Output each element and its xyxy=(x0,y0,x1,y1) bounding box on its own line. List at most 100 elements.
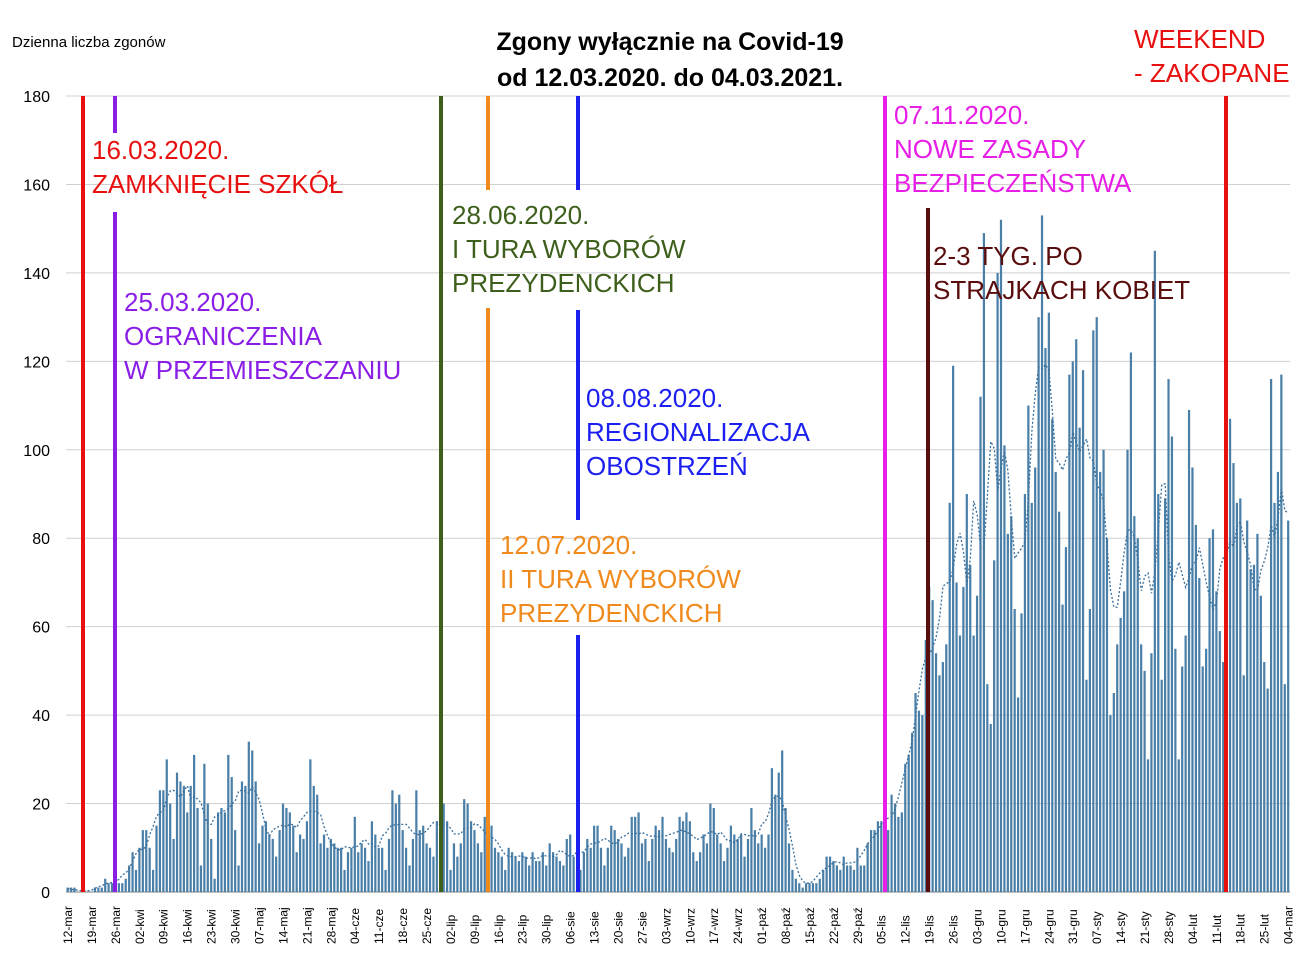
bar xyxy=(548,843,551,892)
x-tick-label: 24-gru xyxy=(1042,909,1056,944)
bar xyxy=(1085,679,1088,892)
x-tick-label: 05-lis xyxy=(875,915,889,944)
bar xyxy=(134,869,138,892)
bar xyxy=(261,825,264,892)
bar xyxy=(893,803,897,892)
bar xyxy=(1030,502,1033,892)
x-tick-label: 08-paź xyxy=(779,907,793,944)
bar xyxy=(1027,405,1030,892)
bar xyxy=(131,852,134,892)
bar xyxy=(1174,648,1177,892)
annotation-line: OBOSTRZEŃ xyxy=(586,451,748,481)
bar xyxy=(818,878,821,892)
bar xyxy=(1157,494,1160,892)
bar xyxy=(456,856,459,892)
bar xyxy=(545,865,548,892)
x-tick-label: 26-mar xyxy=(109,906,123,944)
annotation-election-round-2: 12.07.2020. II TURA WYBORÓW PREZYDENCKIC… xyxy=(500,528,741,630)
bar xyxy=(138,847,141,892)
bar xyxy=(900,812,903,892)
bar xyxy=(1119,617,1122,892)
bar xyxy=(353,816,356,892)
bar xyxy=(1037,317,1040,893)
x-tick-label: 23-kwi xyxy=(205,909,219,944)
bar xyxy=(476,843,479,892)
x-tick-label: 03-gru xyxy=(970,909,984,944)
bar xyxy=(904,763,907,892)
y-tick-label: 120 xyxy=(23,354,50,371)
bar xyxy=(1194,524,1197,892)
bar xyxy=(589,847,592,892)
bar xyxy=(1269,379,1273,892)
bar xyxy=(579,869,582,892)
bar xyxy=(247,741,250,892)
bar xyxy=(876,821,880,892)
annotation-line: OGRANICZENIA xyxy=(124,321,322,351)
bar xyxy=(97,887,100,892)
bar xyxy=(1122,591,1126,892)
bar xyxy=(955,582,958,892)
annotation-line: 2-3 TYG. PO xyxy=(933,241,1083,271)
bar xyxy=(1283,684,1286,892)
annotation-movement-restrictions: 25.03.2020. OGRANICZENIA W PRZEMIESZCZAN… xyxy=(124,285,401,387)
bar xyxy=(415,790,418,892)
x-tick-label: 12-mar xyxy=(61,906,75,944)
bar xyxy=(206,803,209,892)
x-tick-label: 18-cze xyxy=(396,908,410,944)
x-tick-label: 11-cze xyxy=(372,909,386,944)
x-tick-label: 15-paź xyxy=(803,907,817,944)
bar xyxy=(558,861,562,892)
bar xyxy=(1259,595,1262,892)
annotation-line: 12.07.2020. xyxy=(500,530,638,560)
bar xyxy=(1054,471,1057,892)
bar xyxy=(497,852,500,892)
bar xyxy=(794,878,797,892)
bar xyxy=(193,754,196,892)
dotted-trend-line xyxy=(67,363,1289,892)
bar xyxy=(1112,693,1115,892)
trend-line xyxy=(67,363,1289,892)
bar xyxy=(322,834,326,892)
bar xyxy=(1218,631,1221,892)
y-tick-label: 160 xyxy=(23,177,50,194)
bar xyxy=(333,843,336,892)
bar xyxy=(657,830,661,892)
bar xyxy=(979,396,982,892)
bar xyxy=(100,887,103,892)
bar xyxy=(463,799,466,892)
bar xyxy=(623,856,627,892)
bar xyxy=(1023,494,1027,892)
bar xyxy=(661,816,664,892)
bar xyxy=(551,852,555,892)
x-tick-label: 20-sie xyxy=(611,911,625,944)
annotation-line: REGIONALIZACJA xyxy=(586,417,810,447)
bar xyxy=(586,838,589,892)
bar xyxy=(302,838,305,892)
bar xyxy=(846,865,849,892)
y-tick-label: 140 xyxy=(23,266,50,283)
bar xyxy=(825,856,828,892)
bar xyxy=(493,847,497,892)
bar xyxy=(1163,498,1167,892)
bar xyxy=(1061,604,1064,892)
bar xyxy=(613,830,616,892)
bar xyxy=(541,852,544,892)
bar xyxy=(422,825,425,892)
bar xyxy=(1047,312,1050,892)
x-tick-label: 04-mar xyxy=(1282,906,1296,944)
bar xyxy=(517,861,521,892)
bar xyxy=(1136,538,1139,892)
bar xyxy=(459,843,462,892)
x-tick-label: 11-lut xyxy=(1210,914,1224,944)
bar xyxy=(644,838,647,892)
x-tick-label: 12-lis xyxy=(899,915,913,944)
bar xyxy=(695,861,698,892)
bar xyxy=(1249,569,1252,892)
bar xyxy=(678,816,681,892)
x-tick-label: 02-lip xyxy=(444,914,458,944)
bar xyxy=(1184,635,1187,892)
bar xyxy=(319,843,322,892)
x-tick-label: 29-paź xyxy=(851,907,865,944)
bar xyxy=(938,675,941,892)
bar xyxy=(996,272,999,892)
